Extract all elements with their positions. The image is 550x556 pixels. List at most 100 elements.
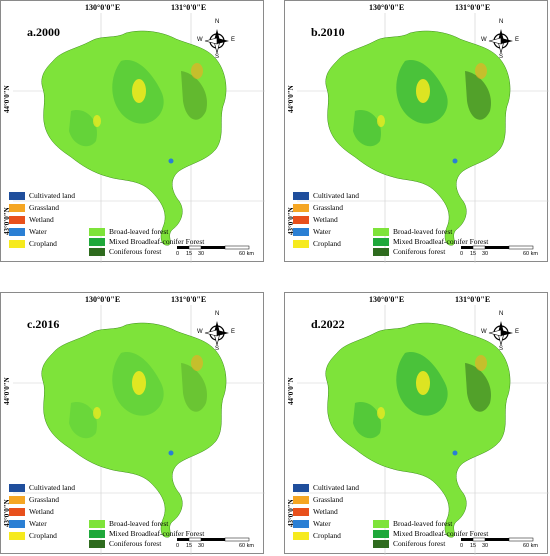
scale-tick: 0: [460, 543, 464, 549]
legend-label: Coniferous forest: [109, 247, 162, 256]
scale-tick: 60 km: [239, 543, 254, 549]
legend-swatch: [293, 507, 309, 516]
legend-label: Broad-leaved forest: [109, 519, 169, 528]
legend-item: Coniferous forest: [373, 247, 445, 256]
legend: Cultivated land Grassland Wetland Water Crop…: [9, 191, 259, 261]
map-panel-b.2010: 130°0'0"E 131°0'0"E 44°0'0"N 43°0'0"N b.…: [284, 0, 549, 263]
legend-label: Broad-leaved forest: [109, 227, 169, 236]
scale-tick: 0: [176, 251, 180, 257]
legend-label: Broad-leaved forest: [393, 519, 453, 528]
scale-bar: 0 15 30 60 km: [460, 537, 543, 553]
legend-item: Cultivated land: [9, 191, 75, 200]
south-label: S: [499, 54, 504, 60]
legend-swatch: [293, 191, 309, 200]
legend-item: Broad-leaved forest: [373, 227, 452, 236]
legend-item: Grassland: [9, 495, 59, 504]
legend-item: Water: [293, 519, 331, 528]
scale-tick: 30: [198, 251, 205, 257]
legend-label: Water: [29, 227, 47, 236]
legend-item: Grassland: [293, 495, 343, 504]
legend-swatch: [9, 495, 25, 504]
north-label: N: [499, 311, 504, 317]
north-arrow-icon: N S E W: [197, 19, 235, 61]
longitude-label-2: 131°0'0"E: [171, 3, 207, 12]
legend-label: Water: [313, 227, 331, 236]
legend-item: Coniferous forest: [89, 539, 161, 548]
legend-item: Cropland: [293, 531, 341, 540]
legend-label: Wetland: [29, 507, 54, 516]
latitude-label-1: 44°0'0"N: [287, 377, 295, 405]
legend-label: Grassland: [313, 203, 343, 212]
legend-swatch: [9, 191, 25, 200]
scale-bar: 0 15 30 60 km: [176, 537, 259, 553]
legend-item: Mixed Broadleaf-conifer Forest: [89, 237, 204, 246]
legend-swatch: [293, 531, 309, 540]
latitude-label-1: 44°0'0"N: [3, 85, 11, 113]
legend-swatch: [89, 237, 105, 246]
legend-swatch: [9, 531, 25, 540]
legend-swatch: [9, 227, 25, 236]
map-panel-a.2000: 130°0'0"E 131°0'0"E 44°0'0"N 43°0'0"N a.…: [0, 0, 265, 263]
legend-label: Wetland: [313, 215, 338, 224]
legend-label: Grassland: [29, 495, 59, 504]
map-graphic: [13, 13, 265, 263]
scale-tick: 30: [198, 543, 205, 549]
legend-swatch: [293, 495, 309, 504]
panel-title: c.2016: [27, 317, 60, 331]
legend-item: Cropland: [9, 239, 57, 248]
legend-swatch: [89, 247, 105, 256]
legend-item: Wetland: [293, 215, 338, 224]
map-graphic: [297, 13, 549, 263]
legend-item: Wetland: [293, 507, 338, 516]
legend-swatch: [293, 519, 309, 528]
legend-item: Broad-leaved forest: [89, 227, 168, 236]
scale-tick: 30: [482, 543, 489, 549]
legend-label: Cropland: [29, 239, 57, 248]
scale-tick: 0: [176, 543, 180, 549]
map-graphic: [297, 305, 549, 555]
legend-swatch: [89, 539, 105, 548]
legend-label: Water: [29, 519, 47, 528]
longitude-label-1: 130°0'0"E: [85, 295, 121, 304]
panel-title: b.2010: [311, 25, 345, 39]
scale-tick: 15: [186, 251, 193, 257]
legend-swatch: [293, 483, 309, 492]
legend-swatch: [373, 227, 389, 236]
legend-label: Coniferous forest: [109, 539, 162, 548]
south-label: S: [215, 346, 220, 352]
legend-swatch: [89, 519, 105, 528]
legend-item: Water: [9, 227, 47, 236]
legend-label: Coniferous forest: [393, 247, 446, 256]
longitude-label-2: 131°0'0"E: [455, 295, 491, 304]
legend-label: Cultivated land: [313, 483, 360, 492]
legend-item: Wetland: [9, 215, 54, 224]
legend-item: Mixed Broadleaf-conifer Forest: [373, 237, 488, 246]
south-label: S: [499, 346, 504, 352]
map-panel-d.2022: 130°0'0"E 131°0'0"E 44°0'0"N 43°0'0"N d.…: [284, 292, 549, 555]
scale-tick: 15: [470, 543, 477, 549]
legend-label: Cropland: [29, 531, 57, 540]
legend-item: Cultivated land: [293, 191, 359, 200]
legend-label: Broad-leaved forest: [393, 227, 453, 236]
legend: Cultivated land Grassland Wetland Water Crop…: [293, 191, 543, 261]
north-arrow-icon: N S E W: [481, 19, 519, 61]
legend-swatch: [293, 215, 309, 224]
scale-tick: 0: [460, 251, 464, 257]
north-label: N: [215, 311, 220, 317]
legend-item: Coniferous forest: [373, 539, 445, 548]
legend-label: Grassland: [313, 495, 343, 504]
legend-item: Mixed Broadleaf-conifer Forest: [89, 529, 204, 538]
scale-tick: 15: [470, 251, 477, 257]
legend-label: Cultivated land: [29, 191, 76, 200]
legend-label: Cultivated land: [313, 191, 360, 200]
legend-item: Water: [9, 519, 47, 528]
legend-label: Coniferous forest: [393, 539, 446, 548]
longitude-label-2: 131°0'0"E: [171, 295, 207, 304]
legend-item: Grassland: [9, 203, 59, 212]
legend-item: Cultivated land: [9, 483, 75, 492]
south-label: S: [215, 54, 220, 60]
legend-swatch: [373, 237, 389, 246]
west-label: W: [197, 37, 203, 43]
legend-label: Mixed Broadleaf-conifer Forest: [393, 237, 489, 246]
legend-swatch: [373, 247, 389, 256]
